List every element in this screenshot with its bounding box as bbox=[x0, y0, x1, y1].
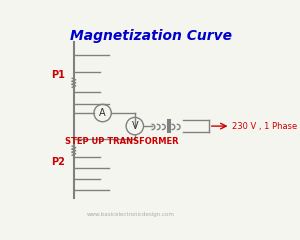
Text: V: V bbox=[131, 121, 138, 131]
Text: P2: P2 bbox=[51, 157, 65, 167]
Text: Magnetization Curve: Magnetization Curve bbox=[70, 29, 232, 43]
Text: STEP UP TRANSFORMER: STEP UP TRANSFORMER bbox=[65, 137, 178, 146]
Text: 230 V , 1 Phase: 230 V , 1 Phase bbox=[232, 122, 298, 131]
Text: A: A bbox=[99, 108, 106, 118]
Text: P1: P1 bbox=[51, 70, 65, 80]
Text: www.basicelectronicdesign.com: www.basicelectronicdesign.com bbox=[86, 212, 174, 217]
